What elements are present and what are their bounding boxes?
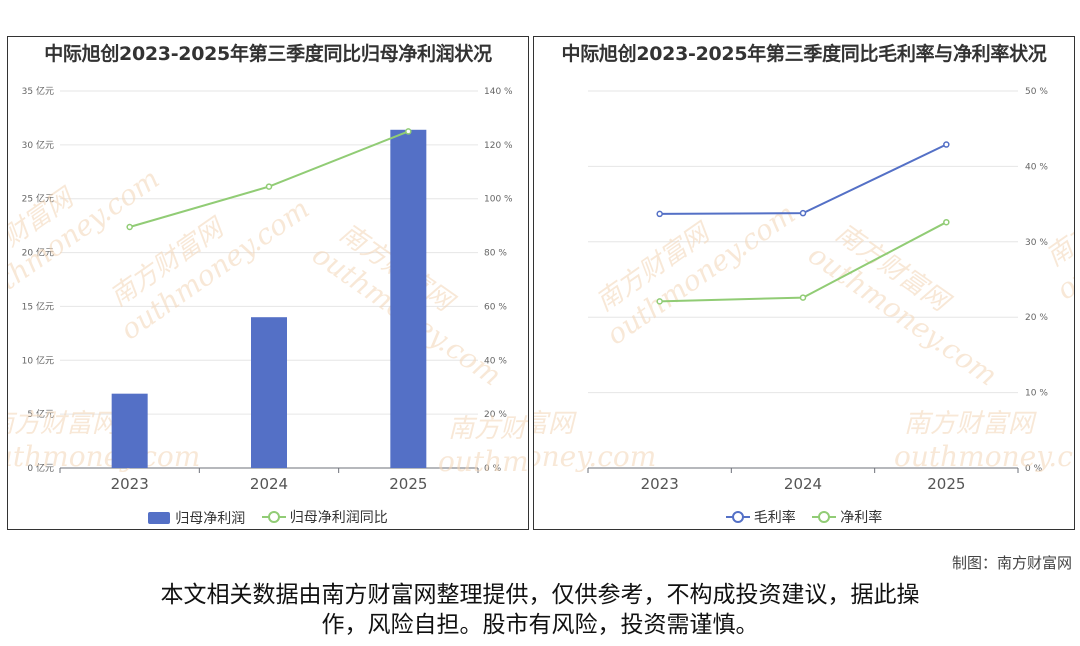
legend-label-net-margin: 净利率	[840, 510, 883, 526]
legend-label-net-profit: 归母净利润	[175, 511, 246, 527]
y-right-tick-label: 120 %	[484, 141, 513, 151]
point-2024	[799, 294, 807, 301]
legend-line-swatch	[725, 510, 750, 524]
y-right-tick-label: 20 %	[1025, 313, 1048, 323]
left-chart-panel: 0 % 20 % 40 % 60 % 80 % 100 % 120 % 140 % 0 亿元 5 …	[7, 36, 529, 530]
y-left-tick-label: 0 亿元	[27, 462, 54, 474]
y-right-tick-label: 50 %	[1025, 87, 1048, 97]
disclaimer: 本文相关数据由南方财富网整理提供，仅供参考，不构成投资建议，据此操 作，风险自担…	[0, 580, 1080, 640]
y-right-tick-label: 100 %	[484, 195, 513, 205]
watermark-en: outhmoney.com	[534, 440, 656, 473]
y-left-tick-label: 15 亿元	[22, 300, 54, 312]
legend-item-gross-margin[interactable]: 毛利率	[725, 507, 796, 527]
y-right-tick-label: 30 %	[1025, 238, 1048, 248]
watermark-en: outhmoney.com	[8, 440, 200, 473]
x-category-label: 2023	[111, 475, 149, 493]
bar-2023	[111, 393, 148, 468]
y-left-tick-label: 20 亿元	[22, 247, 54, 259]
point-2025	[405, 128, 412, 135]
point-2025	[943, 141, 950, 148]
chart-credit: 制图：南方财富网	[951, 554, 1072, 572]
series-line	[659, 143, 947, 215]
y-right-tick-label: 80 %	[484, 249, 507, 259]
y-right-tick-label: 140 %	[484, 87, 513, 97]
legend-label-net-profit-yoy: 归母净利润同比	[289, 510, 388, 526]
point-2025	[943, 218, 950, 226]
legend-item-net-profit-yoy[interactable]: 归母净利润同比	[261, 507, 388, 527]
watermark-cn: 南方财富网	[904, 409, 1037, 439]
y-right-tick-label: 10 %	[1025, 389, 1048, 399]
left-chart-title: 中际旭创2023-2025年第三季度同比归母净利润状况	[44, 43, 492, 65]
x-category-label: 2025	[927, 475, 965, 493]
point-2023	[656, 298, 663, 305]
disclaimer-line-1: 本文相关数据由南方财富网整理提供，仅供参考，不构成投资建议，据此操	[160, 582, 920, 608]
y-left-tick-label: 30 亿元	[22, 139, 54, 151]
y-right-tick-label: 20 %	[484, 410, 507, 420]
legend-line-swatch	[812, 510, 837, 524]
legend-line-swatch	[261, 510, 286, 524]
legend-bar-swatch	[148, 512, 171, 524]
y-left-tick-label: 25 亿元	[22, 193, 54, 205]
point-2023	[126, 223, 133, 231]
y-right-tick-label: 0 %	[1025, 464, 1043, 474]
legend-item-net-profit[interactable]: 归母净利润	[148, 508, 245, 528]
watermark-cn: 南方财富网	[534, 409, 577, 439]
watermark-en: outhmoney.com	[894, 440, 1075, 473]
disclaimer-line-2: 作，风险自担。股市有风险，投资需谨慎。	[321, 612, 759, 638]
right-chart-title: 中际旭创2023-2025年第三季度同比毛利率与净利率状况	[561, 43, 1047, 65]
watermark-cn: 南方财富网	[448, 414, 529, 444]
point-2024	[799, 209, 807, 217]
y-right-tick-label: 0 %	[484, 464, 502, 474]
watermark-en: outhmoney.com	[438, 445, 529, 478]
point-2024	[265, 183, 273, 190]
x-category-label: 2023	[641, 475, 679, 493]
watermark-cn: 南方财富网	[1041, 172, 1075, 273]
right-chart-legend: 毛利率 净利率	[534, 507, 1074, 528]
right-chart-panel: 0 % 10 % 20 % 30 % 40 % 50 % 2023 2024 2025 南方财富网…	[533, 36, 1075, 530]
y-right-tick-label: 40 %	[1025, 162, 1048, 172]
y-left-tick-label: 5 亿元	[27, 408, 54, 420]
legend-item-net-margin[interactable]: 净利率	[812, 507, 882, 527]
x-category-label: 2024	[784, 475, 822, 493]
watermark-cn: 南方财富网	[8, 409, 121, 439]
bar-2025	[390, 129, 427, 468]
right-chart-canvas: 0 % 10 % 20 % 30 % 40 % 50 % 2023 2024 2025 南方财富网…	[534, 87, 1075, 493]
legend-label-gross-margin: 毛利率	[753, 510, 796, 526]
point-2023	[656, 210, 663, 218]
left-chart-legend: 归母净利润 归母净利润同比	[8, 507, 528, 528]
y-left-tick-label: 10 亿元	[22, 354, 54, 366]
bar-2024	[251, 317, 287, 468]
y-right-tick-label: 60 %	[484, 302, 507, 312]
y-left-tick-label: 35 亿元	[22, 85, 54, 97]
y-right-tick-label: 40 %	[484, 356, 507, 366]
x-category-label: 2024	[250, 475, 288, 493]
x-category-label: 2025	[389, 475, 427, 493]
left-chart-canvas: 0 % 20 % 40 % 60 % 80 % 100 % 120 % 140 % 0 亿元 5 …	[8, 85, 529, 493]
